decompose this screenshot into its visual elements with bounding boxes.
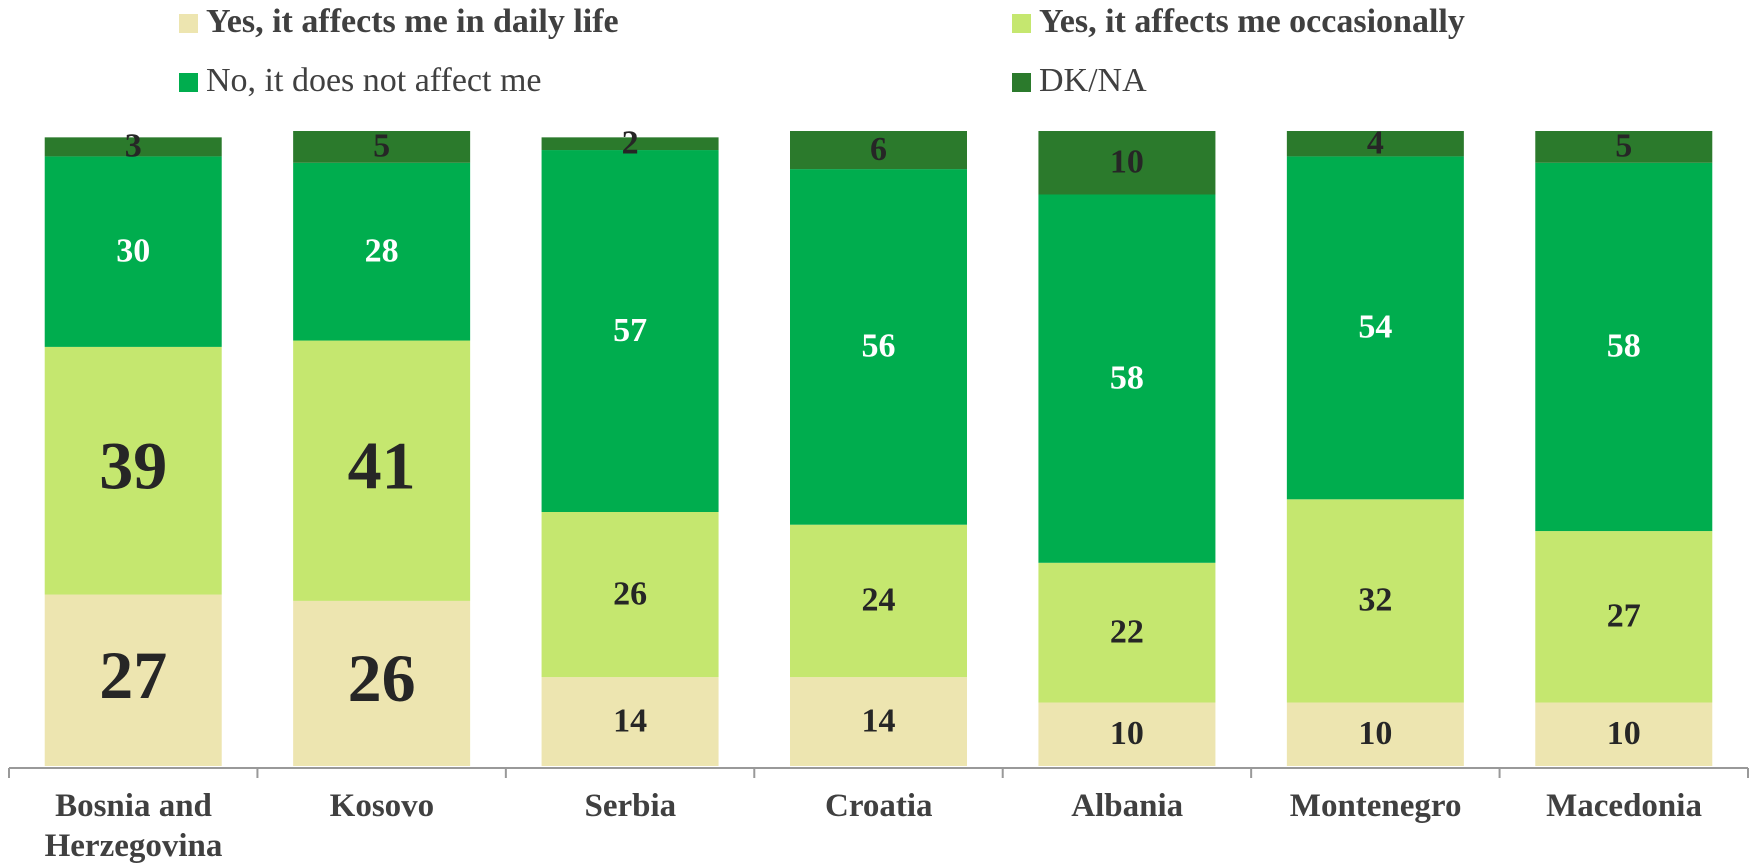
bar-segment (1038, 131, 1216, 195)
x-tick-label: Kosovo (329, 788, 435, 824)
x-tick-label: Croatia (825, 788, 933, 824)
data-label: 6 (870, 131, 887, 168)
data-label: 41 (348, 427, 416, 503)
bar-segment (1286, 131, 1464, 157)
bar-segment (293, 600, 471, 766)
data-label: 5 (1615, 128, 1632, 165)
bar-segment (1286, 499, 1464, 703)
bar-segment (44, 156, 222, 347)
data-label: 5 (373, 128, 390, 165)
legend-label: Yes, it affects me in daily life (206, 3, 619, 40)
legend-swatch (179, 73, 198, 92)
legend-swatch (1012, 73, 1031, 92)
data-label: 58 (1607, 328, 1641, 365)
data-label: 28 (365, 232, 399, 269)
bar-segment (541, 677, 719, 766)
data-label: 10 (1110, 715, 1144, 752)
bar-segment (293, 162, 471, 341)
bar-segment (1535, 531, 1713, 703)
legend-label: Yes, it affects me occasionally (1039, 3, 1465, 40)
bar-segment (541, 137, 719, 151)
x-tick-label: Serbia (584, 788, 677, 824)
bar-segment (1038, 702, 1216, 766)
bar-segment (1286, 156, 1464, 500)
data-label: 10 (1358, 715, 1392, 752)
bar-segment (293, 131, 471, 163)
bar-segment (1535, 702, 1713, 766)
x-tick-label: Macedonia (1546, 788, 1702, 824)
data-label: 32 (1358, 582, 1392, 619)
x-tick-label: Montenegro (1289, 788, 1462, 824)
legend-label: DK/NA (1039, 62, 1147, 99)
data-label: 27 (99, 637, 167, 713)
bar-segment (790, 131, 967, 170)
x-tick-label: Bosnia and Herzegovina (44, 788, 223, 864)
bar-segment (790, 524, 967, 678)
data-label: 26 (348, 640, 416, 716)
bar-segment (1535, 162, 1713, 532)
data-label: 56 (862, 328, 896, 365)
legend-swatch (179, 14, 198, 33)
data-label: 2 (622, 124, 639, 161)
legend-swatch (1012, 14, 1031, 33)
data-label: 58 (1110, 359, 1144, 396)
data-label: 14 (862, 702, 896, 739)
data-label: 27 (1607, 598, 1641, 635)
data-label: 22 (1110, 613, 1144, 650)
bar-segment (790, 677, 967, 766)
data-label: 3 (125, 128, 142, 165)
data-label: 10 (1110, 144, 1144, 181)
bar-segment (1038, 562, 1216, 703)
data-label: 14 (613, 702, 647, 739)
bar-segment (541, 150, 719, 513)
data-label: 26 (613, 575, 647, 612)
bar-segment (44, 346, 222, 595)
legend-label: No, it does not affect me (206, 62, 542, 99)
data-label: 30 (116, 232, 150, 269)
data-label: 24 (862, 582, 896, 619)
bar-segment (1038, 194, 1216, 563)
data-label: 10 (1607, 715, 1641, 752)
x-tick-label: Albania (1071, 788, 1184, 824)
bar-segment (293, 340, 471, 601)
data-label: 54 (1358, 309, 1392, 346)
data-label: 57 (613, 312, 647, 349)
bar-segment (44, 137, 222, 157)
data-label: 4 (1367, 124, 1384, 161)
bar-segment (1535, 131, 1713, 163)
bar-segment (541, 512, 719, 678)
data-label: 39 (99, 427, 167, 503)
bar-segment (790, 169, 967, 525)
bar-segment (1286, 702, 1464, 766)
bar-segment (44, 594, 222, 766)
